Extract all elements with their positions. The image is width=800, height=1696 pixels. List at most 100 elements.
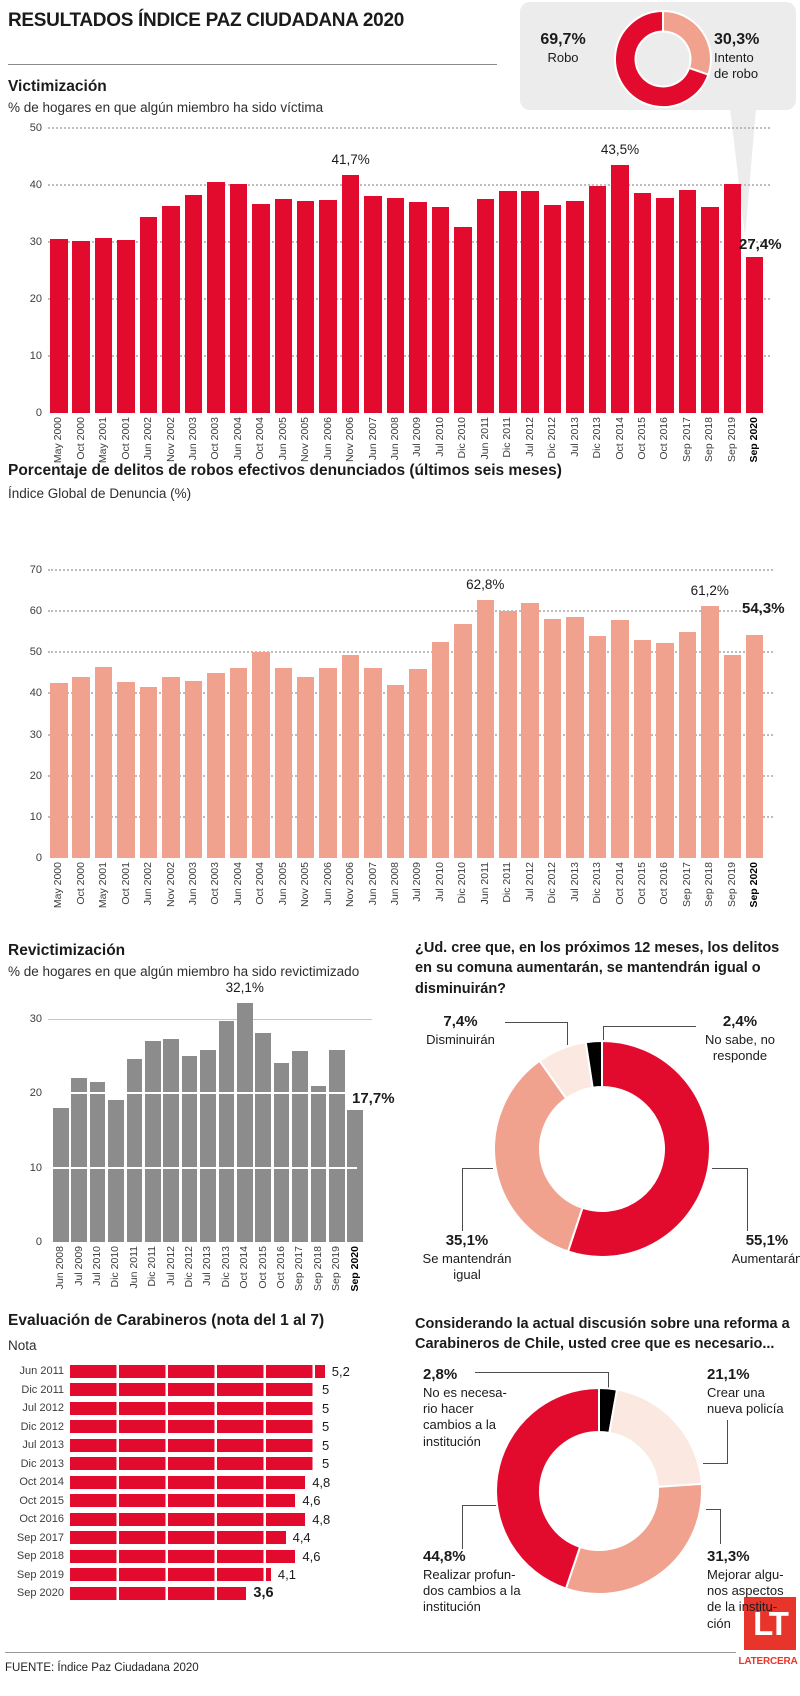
bar xyxy=(53,1107,69,1242)
x-tick-label: Jul 2009 xyxy=(411,862,424,902)
donut-slice-No sabe, no responde xyxy=(584,1039,603,1089)
x-tick-label: Jul 2009 xyxy=(411,417,424,457)
section-title-carabineros: Evaluación de Carabineros (nota del 1 al… xyxy=(8,1312,325,1329)
y-tick-label: 0 xyxy=(35,1236,42,1248)
reforma-donut xyxy=(495,1386,703,1595)
row-label: Sep 2018 xyxy=(16,1550,64,1563)
section-title-revictimizacion: Revictimización xyxy=(8,942,126,959)
row-value: 4,4 xyxy=(292,1530,311,1546)
donut-value: 35,1% xyxy=(445,1232,489,1249)
section-title-victimizacion: Victimización xyxy=(8,78,107,95)
footer-divider xyxy=(5,1652,736,1653)
donut-label-line: Disminuirán xyxy=(426,1031,495,1047)
bar xyxy=(476,599,495,858)
annotation: 54,3% xyxy=(742,600,785,617)
x-tick-label: Dic 2013 xyxy=(591,862,604,904)
donut-label: 35,1% Se mantendrán igual xyxy=(412,1232,522,1283)
x-tick-label: Jun 2005 xyxy=(276,417,289,461)
donut-value: 69,7% xyxy=(540,31,586,48)
row-value: 5 xyxy=(322,1437,330,1453)
donut-label-line: rio hacer xyxy=(423,1401,474,1416)
x-tick-label: May 2001 xyxy=(97,862,110,909)
bar xyxy=(409,201,427,413)
x-tick-label: Jun 2007 xyxy=(366,862,379,906)
donut-label-line: igual xyxy=(453,1267,481,1282)
x-tick-label: Oct 2000 xyxy=(74,417,87,460)
carabineros-row: Dic 2012 5 xyxy=(8,1418,400,1437)
x-tick-label: Nov 2002 xyxy=(164,862,177,907)
carabineros-row: Jul 2012 5 xyxy=(8,1399,400,1418)
la-tercera-wordmark: LATERCERA xyxy=(738,1656,798,1667)
bar xyxy=(723,655,741,858)
x-tick-label: Jun 2006 xyxy=(321,862,334,906)
x-tick-label: Sep 2018 xyxy=(703,862,716,907)
bar xyxy=(181,1055,198,1242)
bar xyxy=(117,240,135,413)
bar xyxy=(723,183,741,413)
x-tick-label: Jun 2004 xyxy=(231,862,244,906)
donut-slice-Se mantendrán igual xyxy=(493,1059,584,1253)
expectativa-donut xyxy=(493,1039,712,1258)
bar xyxy=(126,1059,143,1242)
annotation: 43,5% xyxy=(600,142,640,158)
row-value: 5 xyxy=(322,1400,330,1416)
row-bar xyxy=(70,1531,286,1545)
section-subtitle-carabineros: Nota xyxy=(8,1338,37,1353)
row-label: Jul 2013 xyxy=(22,1439,64,1452)
x-tick-label: Jun 2004 xyxy=(231,417,244,461)
bar xyxy=(656,642,674,858)
bar xyxy=(139,216,158,413)
carabineros-row: Oct 2016 4,8 xyxy=(8,1510,400,1529)
donut-value: 44,8% xyxy=(423,1548,466,1565)
bar xyxy=(386,197,405,413)
row-bar xyxy=(70,1568,271,1582)
y-tick-label: 10 xyxy=(29,350,42,362)
bar xyxy=(50,239,68,413)
donut-label-line: Robo xyxy=(547,50,579,65)
y-tick-label: 70 xyxy=(29,564,42,577)
x-tick-label: Jun 2007 xyxy=(366,417,379,461)
y-tick-label: 30 xyxy=(29,1012,42,1025)
bar xyxy=(678,189,697,413)
x-tick-label: Jun 2011 xyxy=(478,417,491,460)
bar xyxy=(521,190,539,413)
x-tick-label: Oct 2016 xyxy=(658,417,671,460)
row-value: 5,2 xyxy=(331,1363,350,1379)
bar xyxy=(237,1002,253,1242)
grid-line xyxy=(48,184,770,186)
bar xyxy=(611,165,629,413)
bar xyxy=(588,635,607,858)
row-label: Dic 2011 xyxy=(21,1383,64,1396)
carabineros-row: Dic 2011 5 xyxy=(8,1381,400,1400)
row-label: Dic 2013 xyxy=(20,1457,64,1470)
row-value: 3,6 xyxy=(253,1585,274,1602)
x-tick-label: Jun 2008 xyxy=(54,1246,67,1290)
donut-label-line: dos cambios a la xyxy=(423,1583,521,1598)
bar xyxy=(94,238,113,413)
x-tick-label: Nov 2002 xyxy=(164,417,177,462)
source-note: FUENTE: Índice Paz Ciudadana 2020 xyxy=(5,1662,199,1674)
bar xyxy=(72,676,90,858)
x-tick-label: Oct 2003 xyxy=(209,862,222,905)
x-tick-label: Jul 2010 xyxy=(433,417,446,457)
donut-slice-Aumentarán xyxy=(566,1039,712,1258)
grid-line xyxy=(48,610,773,613)
bar xyxy=(611,620,629,858)
donut-slice-Crear una nueva policía xyxy=(608,1388,703,1488)
grid-line xyxy=(48,355,770,357)
x-tick-label: Jun 2003 xyxy=(186,417,199,461)
x-tick-label: Nov 2005 xyxy=(299,417,312,462)
bar xyxy=(543,619,562,858)
bar xyxy=(94,666,113,858)
donut-label-line: Intento xyxy=(714,50,754,65)
bar xyxy=(274,198,292,413)
carabineros-row: Sep 2020 3,6 xyxy=(8,1584,400,1603)
x-tick-label: Dic 2013 xyxy=(219,1246,232,1288)
y-tick-label: 20 xyxy=(29,293,42,305)
x-tick-label: Jul 2009 xyxy=(72,1246,85,1286)
grid-line xyxy=(48,569,773,572)
bar xyxy=(117,681,135,858)
x-tick-label: May 2000 xyxy=(52,417,65,464)
carabineros-row: Oct 2014 4,8 xyxy=(8,1473,400,1492)
donut-label-line: Aumentarán xyxy=(731,1250,800,1266)
